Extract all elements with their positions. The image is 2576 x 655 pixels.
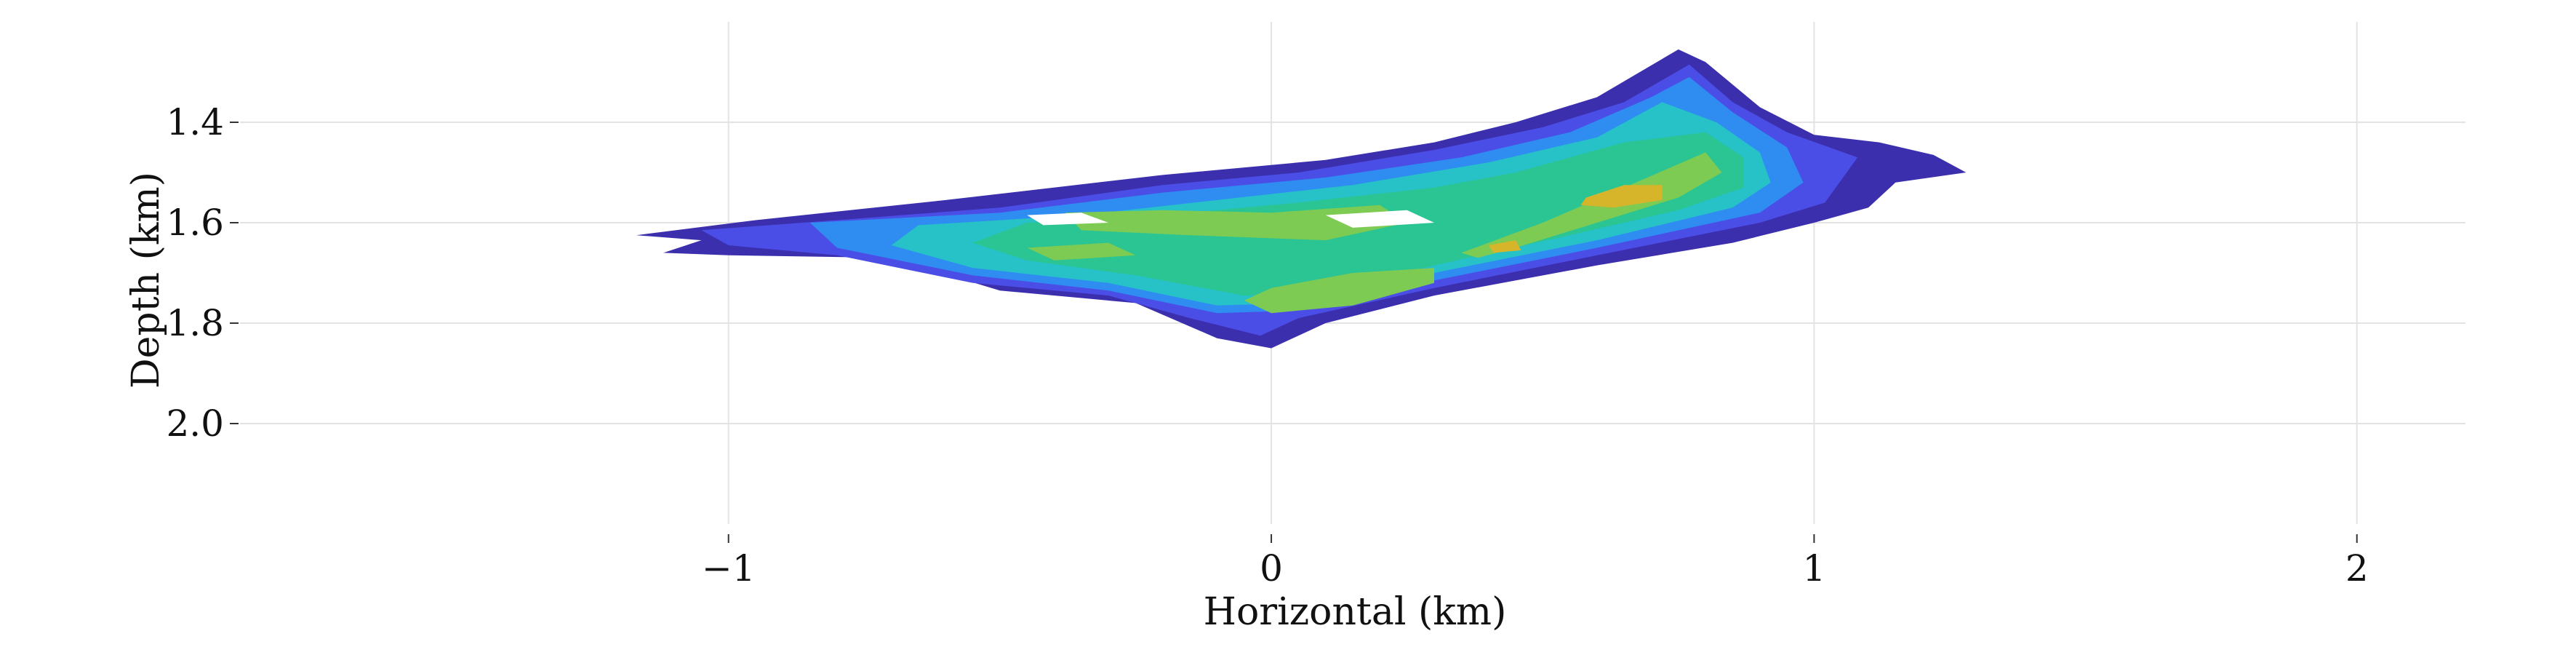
x-tick-label: 0 — [1260, 547, 1283, 590]
contour-level-6 — [1580, 185, 1663, 208]
contour-level-6 — [1488, 240, 1521, 253]
contour-level-5 — [1065, 205, 1407, 241]
y-axis-title: Depth (km) — [124, 172, 168, 389]
x-tick-label: 1 — [1802, 547, 1825, 590]
x-axis-title: Horizontal (km) — [1204, 590, 1507, 634]
contour-level-5 — [1027, 242, 1136, 261]
axis-ticks: −1 0 1 2 1.4 1.6 1.8 2.0 — [166, 101, 2368, 590]
y-tick-label: 2.0 — [166, 402, 224, 445]
y-tick-label: 1.4 — [166, 101, 224, 143]
y-tick-label: 1.6 — [166, 202, 224, 244]
contour-gap — [1325, 210, 1434, 228]
contour-gap — [1027, 213, 1109, 226]
contour-level-5 — [1244, 268, 1434, 314]
x-tick-label: 2 — [2345, 547, 2369, 590]
x-tick-label: −1 — [702, 547, 756, 590]
contour-plot — [636, 49, 1967, 349]
y-tick-label: 1.8 — [166, 302, 224, 344]
